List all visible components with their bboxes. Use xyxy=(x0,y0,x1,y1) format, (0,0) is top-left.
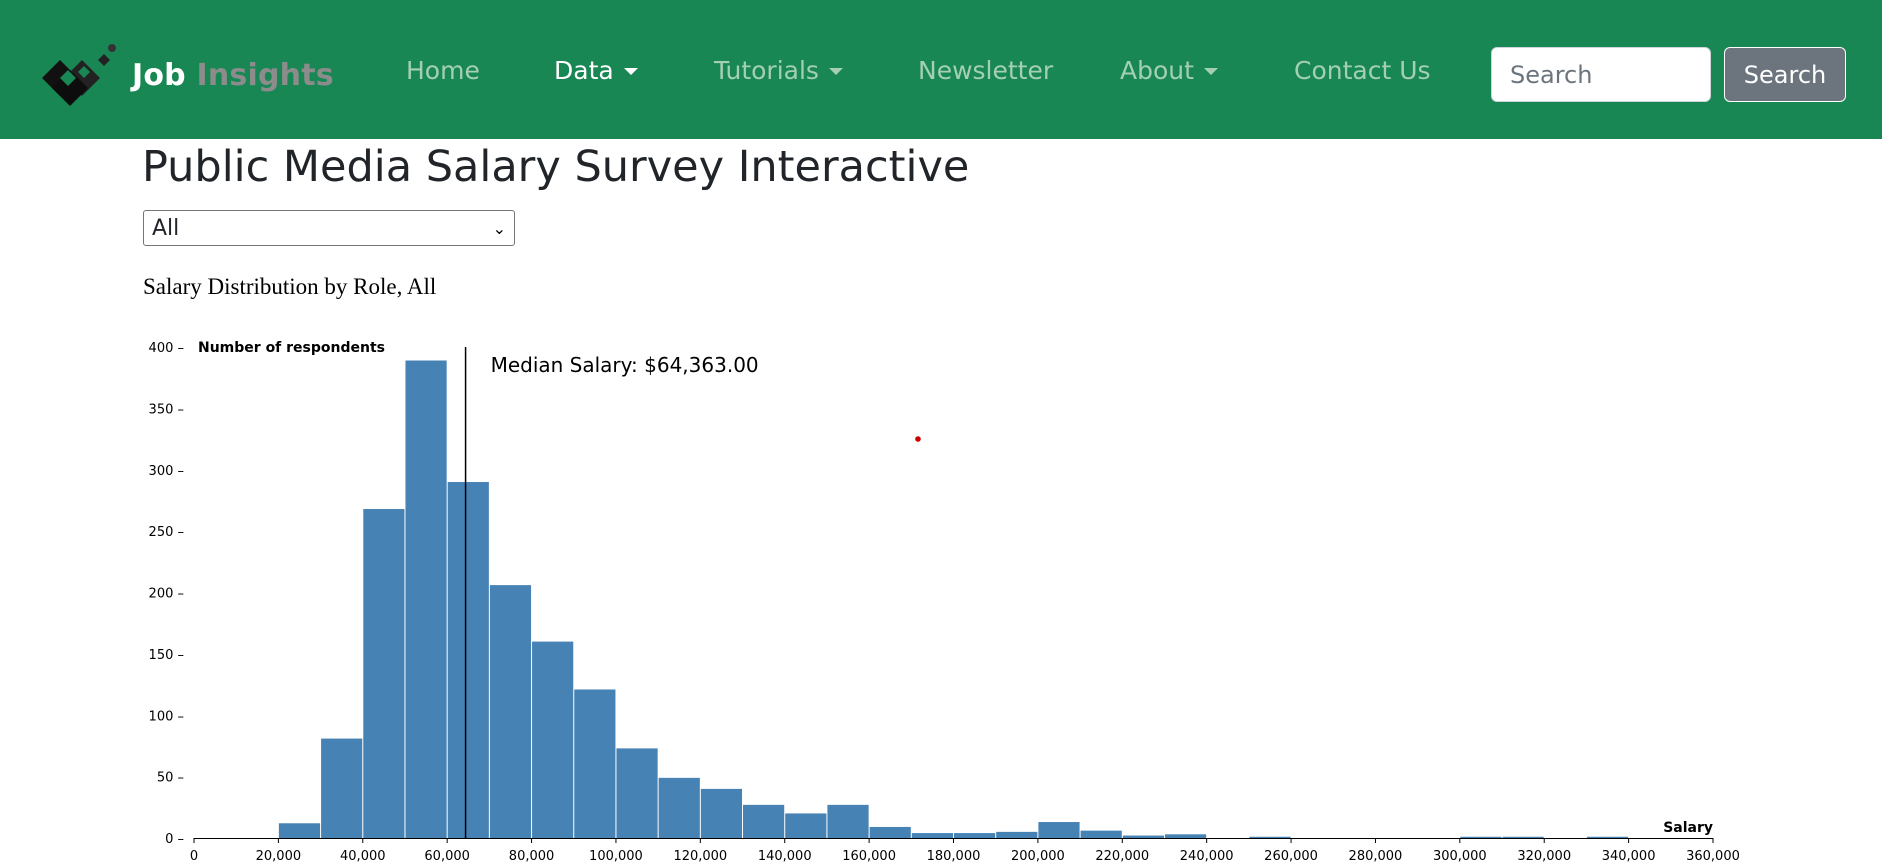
x-tick-label: 360,000 xyxy=(1686,849,1740,864)
x-tick-label: 280,000 xyxy=(1349,849,1403,864)
nav-contact-label: Contact Us xyxy=(1294,56,1431,85)
x-tick-label: 180,000 xyxy=(927,849,981,864)
histogram-bar xyxy=(1038,822,1080,838)
chart-heading: Salary Distribution by Role, All xyxy=(143,274,437,299)
x-tick-label: 140,000 xyxy=(758,849,812,864)
caret-down-icon xyxy=(1203,68,1218,75)
x-tick-label: 260,000 xyxy=(1264,849,1318,864)
nav-home-label: Home xyxy=(406,56,480,85)
y-tick-label: 0 – xyxy=(165,832,184,847)
nav-about-dropdown[interactable]: About xyxy=(1120,56,1218,85)
nav-data-label: Data xyxy=(554,56,614,85)
role-select[interactable]: All ⌄ xyxy=(143,210,515,246)
x-tick-label: 0 xyxy=(190,849,198,864)
nav-tutorials-dropdown[interactable]: Tutorials xyxy=(714,56,843,85)
y-axis-title: Number of respondents xyxy=(198,340,385,356)
x-tick-label: 160,000 xyxy=(842,849,896,864)
histogram-bar xyxy=(1502,836,1544,838)
y-tick-label: 100 – xyxy=(149,709,184,724)
x-tick-label: 60,000 xyxy=(424,849,470,864)
navbar: Job Insights Home Data Tutorials Newslet… xyxy=(0,0,1882,139)
x-tick-label: 320,000 xyxy=(1517,849,1571,864)
x-tick-label: 220,000 xyxy=(1095,849,1149,864)
histogram-bar xyxy=(1122,835,1164,838)
brand-name-job: Job xyxy=(132,57,186,93)
histogram-bar xyxy=(996,831,1038,838)
histogram-bar xyxy=(405,360,447,838)
histogram-bar xyxy=(1249,836,1291,838)
search-button[interactable]: Search xyxy=(1724,47,1846,102)
y-tick-label: 200 – xyxy=(149,587,184,602)
role-select-value: All xyxy=(152,215,180,241)
histogram-bar xyxy=(447,482,489,838)
nav-contact[interactable]: Contact Us xyxy=(1294,56,1431,85)
histogram-bar xyxy=(616,748,658,838)
caret-down-icon xyxy=(828,68,843,75)
histogram-bar xyxy=(911,833,953,838)
nav-home[interactable]: Home xyxy=(406,56,480,85)
x-axis-title: Salary xyxy=(1663,820,1713,836)
x-tick-label: 240,000 xyxy=(1180,849,1234,864)
histogram-bar xyxy=(574,689,616,838)
nav-data-dropdown[interactable]: Data xyxy=(554,56,638,85)
y-tick-label: 300 – xyxy=(149,464,184,479)
histogram-bar xyxy=(658,777,700,838)
brand-link[interactable]: Job Insights xyxy=(34,30,334,120)
histogram-bar xyxy=(1460,836,1502,838)
histogram-bar xyxy=(363,509,405,838)
search-input[interactable] xyxy=(1491,47,1711,102)
caret-down-icon xyxy=(623,68,638,75)
y-tick-label: 350 – xyxy=(149,402,184,417)
histogram-bar xyxy=(785,813,827,838)
histogram-bar xyxy=(743,804,785,838)
brand-name-insights: Insights xyxy=(196,57,334,93)
histogram-bar xyxy=(1586,836,1629,838)
histogram-bar xyxy=(489,585,532,838)
histogram-bar xyxy=(869,826,911,838)
page-title: Public Media Salary Survey Interactive xyxy=(142,142,970,192)
histogram-bar xyxy=(954,833,996,838)
histogram-bar xyxy=(1164,834,1207,838)
histogram-bar xyxy=(278,823,321,838)
x-tick-label: 100,000 xyxy=(589,849,643,864)
x-tick-label: 80,000 xyxy=(509,849,555,864)
y-tick-label: 400 – xyxy=(149,341,184,356)
marker-dot xyxy=(915,436,921,442)
y-tick-label: 250 – xyxy=(149,525,184,540)
x-tick-label: 20,000 xyxy=(256,849,302,864)
nav-tutorials-label: Tutorials xyxy=(714,56,819,85)
x-tick-label: 300,000 xyxy=(1433,849,1487,864)
median-label: Median Salary: $64,363.00 xyxy=(491,353,759,377)
cube-logo-icon xyxy=(42,44,116,106)
histogram-bar xyxy=(1080,830,1122,838)
x-tick-label: 340,000 xyxy=(1602,849,1656,864)
x-tick-label: 120,000 xyxy=(673,849,727,864)
histogram-bar xyxy=(321,738,363,838)
nav-newsletter-label: Newsletter xyxy=(918,56,1054,85)
nav-about-label: About xyxy=(1120,56,1194,85)
x-tick-label: 40,000 xyxy=(340,849,386,864)
x-tick-label: 200,000 xyxy=(1011,849,1065,864)
histogram-bar xyxy=(700,788,743,838)
histogram-bar xyxy=(532,641,574,838)
y-tick-label: 50 – xyxy=(157,771,184,786)
chevron-down-icon: ⌄ xyxy=(492,218,506,238)
y-tick-label: 150 – xyxy=(149,648,184,663)
histogram-bar xyxy=(827,804,869,838)
nav-newsletter[interactable]: Newsletter xyxy=(918,56,1053,85)
